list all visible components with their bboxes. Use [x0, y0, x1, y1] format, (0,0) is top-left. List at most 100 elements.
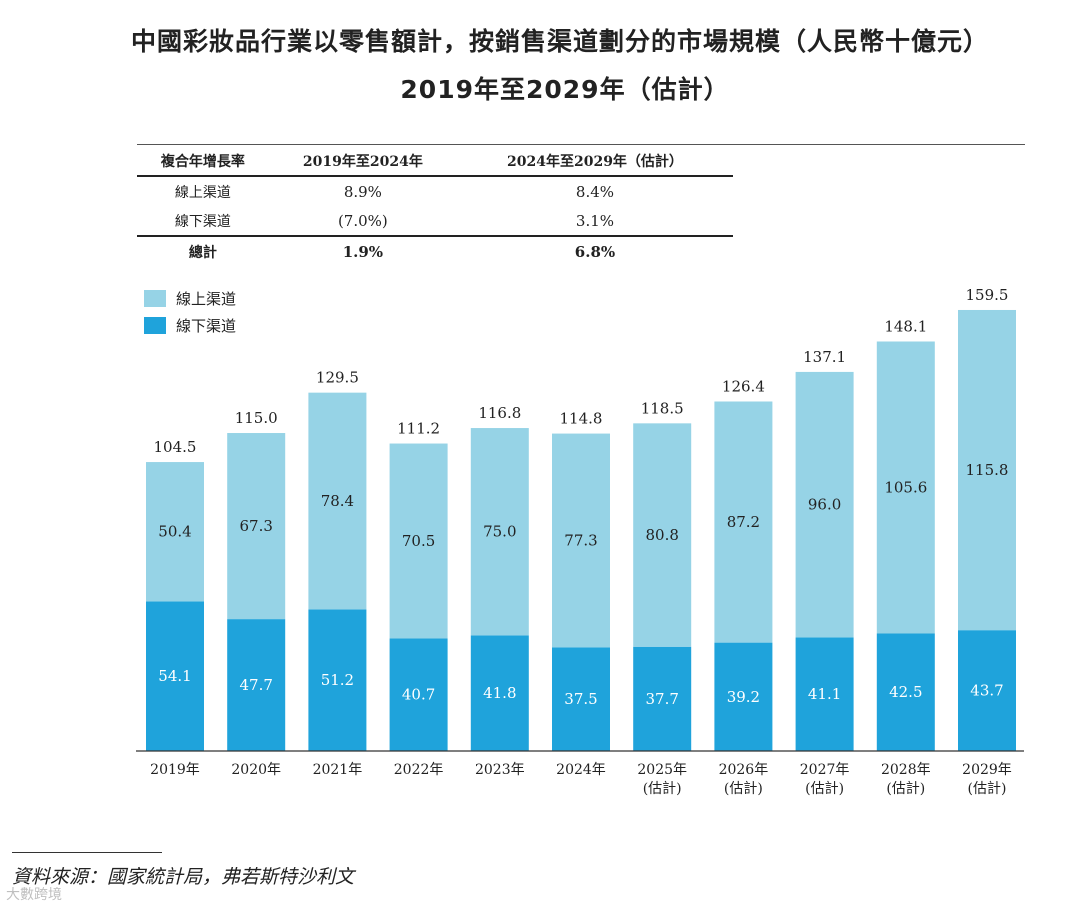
- data-label-total: 114.8: [560, 410, 603, 428]
- bar-offline: [958, 630, 1016, 751]
- legend-swatch-offline: [144, 317, 166, 334]
- cagr-row-offline: 線下渠道 (7.0%) 3.1%: [137, 206, 733, 237]
- legend-swatch-online: [144, 290, 166, 307]
- data-label-online: 115.8: [966, 461, 1009, 479]
- chart-title: 中國彩妝品行業以零售額計，按銷售渠道劃分的市場規模（人民幣十億元）: [130, 27, 989, 56]
- data-label-offline: 41.1: [808, 685, 841, 703]
- cagr-table-header-row: 複合年增長率 2019年至2024年 2024年至2029年（估計）: [137, 146, 733, 177]
- data-label-offline: 37.7: [645, 690, 678, 708]
- data-label-offline: 43.7: [970, 682, 1003, 700]
- bar-offline: [146, 601, 204, 751]
- data-label-total: 148.1: [884, 318, 927, 336]
- bar-offline: [552, 647, 610, 751]
- data-label-online: 87.2: [727, 513, 760, 531]
- data-label-total: 115.0: [235, 409, 278, 427]
- x-tick-label: 2024年: [556, 762, 606, 778]
- data-label-total: 111.2: [397, 420, 440, 438]
- bar-offline: [795, 637, 854, 751]
- bar-online: [876, 341, 935, 634]
- cagr-header-2019-2024: 2019年至2024年: [268, 146, 457, 177]
- cagr-row-label: 線上渠道: [174, 184, 231, 201]
- data-label-total: 116.8: [478, 404, 521, 422]
- cagr-value: 8.9%: [343, 182, 382, 201]
- cagr-value: 1.9%: [342, 242, 384, 261]
- data-label-offline: 47.7: [239, 676, 272, 694]
- x-tick-label: 2019年: [150, 762, 200, 778]
- data-label-online: 50.4: [158, 523, 191, 541]
- data-label-offline: 54.1: [158, 667, 191, 685]
- data-label-online: 70.5: [402, 532, 435, 550]
- data-label-offline: 40.7: [402, 686, 435, 704]
- x-tick-label: 2026年: [719, 762, 769, 778]
- x-tick-label: 2021年: [313, 762, 363, 778]
- x-tick-label: 2020年: [231, 762, 281, 778]
- bar-offline: [308, 609, 367, 751]
- bar-offline: [876, 633, 935, 751]
- cagr-header-2024-2029: 2024年至2029年（估計）: [456, 146, 733, 177]
- data-label-total: 129.5: [316, 369, 359, 387]
- data-label-online: 75.0: [483, 523, 516, 541]
- data-label-online: 96.0: [808, 496, 841, 514]
- data-label-offline: 41.8: [483, 684, 516, 702]
- source-note: 資料來源：國家統計局，弗若斯特沙利文: [12, 866, 355, 888]
- data-label-online: 78.4: [321, 492, 354, 510]
- data-label-total: 104.5: [154, 438, 197, 456]
- bar-online: [146, 462, 204, 602]
- data-label-offline: 37.5: [564, 690, 597, 708]
- cagr-value: 6.8%: [574, 242, 616, 261]
- x-tick-label: 2022年: [394, 762, 444, 778]
- cagr-header-label: 複合年增長率: [137, 146, 269, 177]
- bar-offline: [227, 619, 286, 751]
- bar-online: [227, 433, 286, 620]
- bar-offline: [714, 642, 773, 751]
- x-tick-label: (估計): [886, 781, 925, 797]
- data-label-online: 77.3: [564, 531, 597, 549]
- bar-offline: [470, 635, 529, 751]
- cagr-row-total: 總計 1.9% 6.8%: [137, 236, 733, 266]
- data-label-offline: 51.2: [321, 671, 354, 689]
- data-label-total: 137.1: [803, 348, 846, 366]
- bar-online: [389, 443, 448, 639]
- x-tick-label: (估計): [643, 781, 682, 797]
- bar-online: [633, 423, 692, 647]
- chart-subtitle: 2019年至2029年（估計）: [400, 75, 730, 104]
- bar-offline: [389, 638, 448, 751]
- cagr-table-top-rule: [137, 144, 1025, 145]
- cagr-value: (7.0%): [268, 206, 457, 237]
- bar-online: [308, 392, 367, 610]
- data-label-offline: 39.2: [727, 688, 760, 706]
- data-label-total: 118.5: [641, 399, 684, 417]
- data-label-offline: 42.5: [889, 683, 922, 701]
- data-label-online: 105.6: [884, 478, 927, 496]
- legend-label-online: 線上渠道: [176, 290, 237, 308]
- x-tick-label: (估計): [968, 781, 1007, 797]
- data-label-online: 80.8: [645, 526, 678, 544]
- x-tick-label: (估計): [805, 781, 844, 797]
- legend-item-offline: 線下渠道: [144, 315, 236, 336]
- source-rule: [12, 852, 162, 853]
- x-tick-label: 2025年: [637, 762, 687, 778]
- data-label-online: 67.3: [239, 517, 272, 535]
- legend-label-offline: 線下渠道: [176, 317, 237, 335]
- data-label-total: 159.5: [966, 286, 1009, 304]
- bar-offline: [633, 646, 692, 751]
- x-tick-label: (估計): [724, 781, 763, 797]
- x-tick-label: 2023年: [475, 762, 525, 778]
- legend-item-online: 線上渠道: [144, 288, 236, 309]
- bar-online: [552, 433, 610, 648]
- cagr-row-label: 線下渠道: [137, 206, 269, 237]
- cagr-table: 複合年增長率 2019年至2024年 2024年至2029年（估計） 線上渠道 …: [137, 146, 733, 266]
- watermark: 大數跨境: [6, 887, 62, 903]
- bar-online: [714, 401, 773, 643]
- cagr-row-label: 總計: [188, 244, 217, 261]
- x-tick-label: 2029年: [962, 762, 1012, 778]
- x-tick-label: 2027年: [800, 762, 850, 778]
- x-tick-label: 2028年: [881, 762, 931, 778]
- bar-online: [470, 428, 529, 636]
- data-label-total: 126.4: [722, 378, 765, 396]
- cagr-row-online: 線上渠道 8.9% 8.4%: [137, 176, 733, 206]
- cagr-value: 3.1%: [456, 206, 733, 237]
- bar-online: [958, 309, 1016, 631]
- cagr-value: 8.4%: [575, 182, 615, 201]
